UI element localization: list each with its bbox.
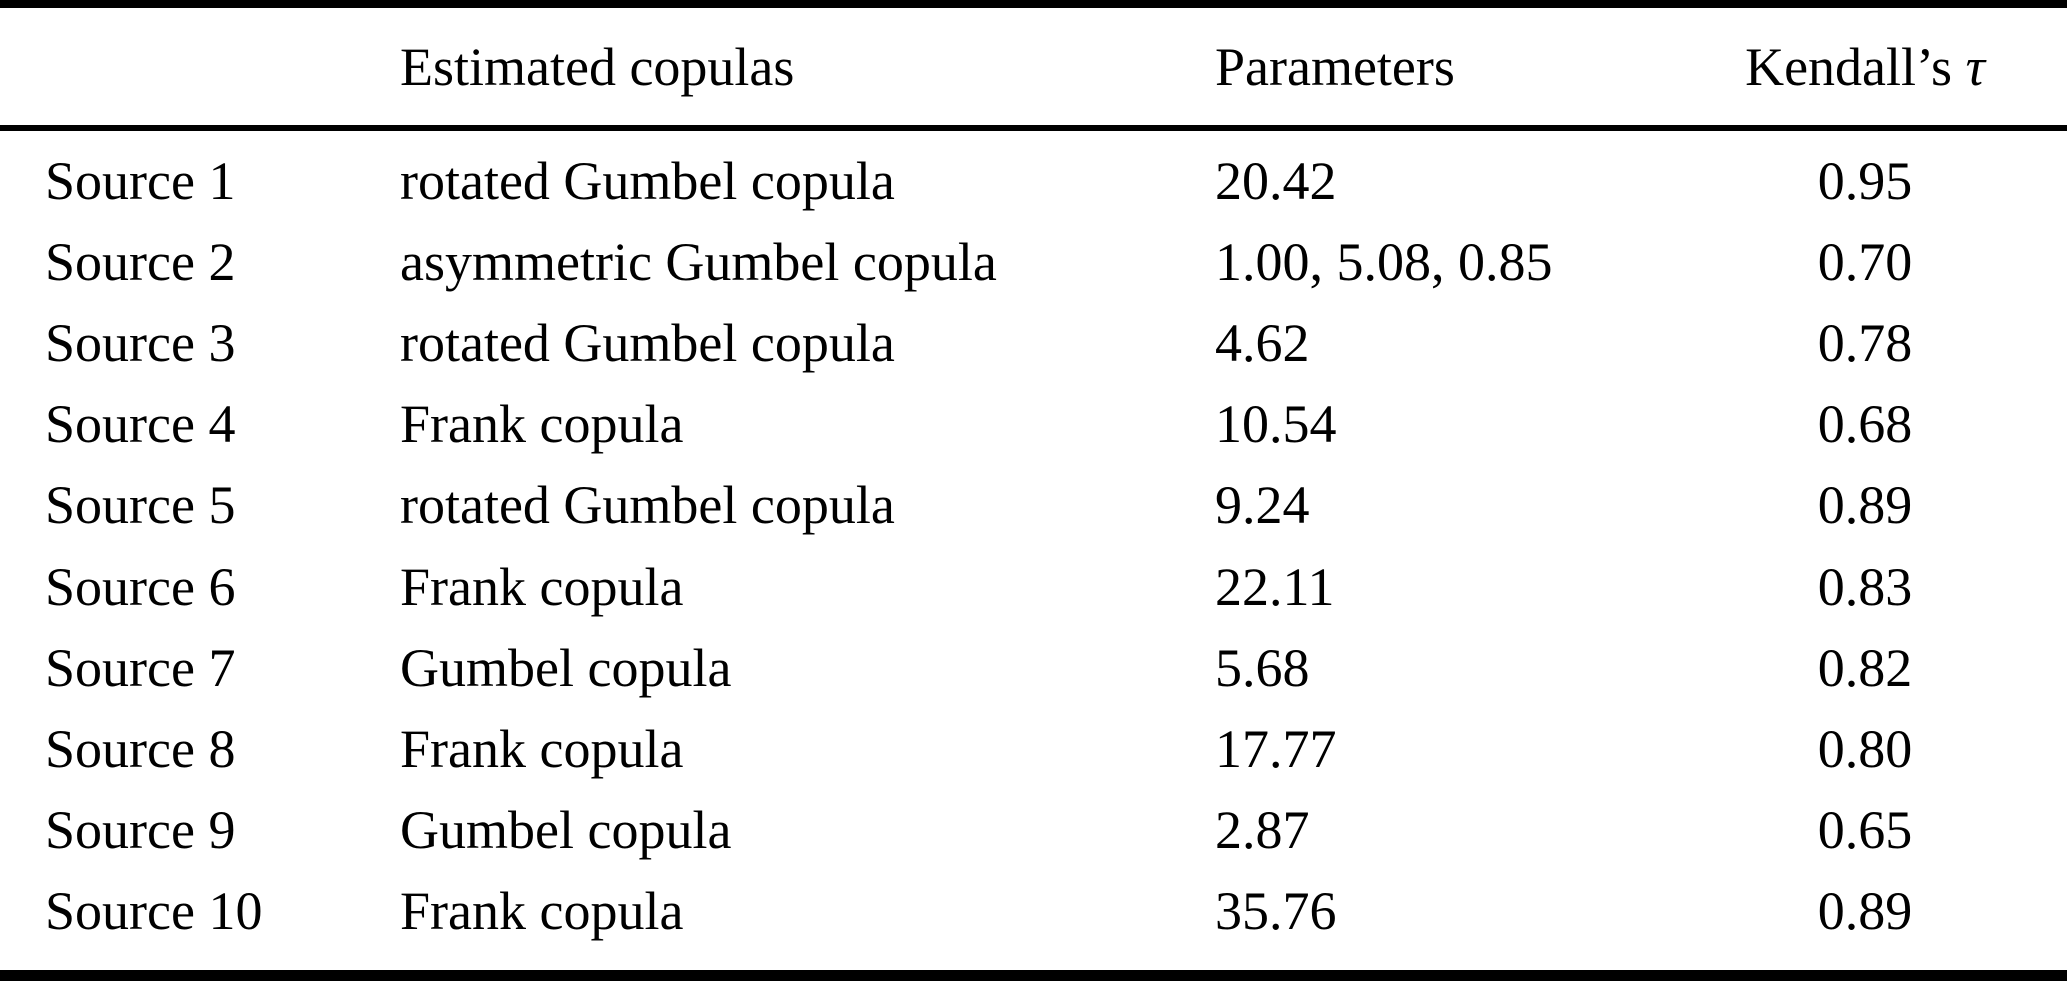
kendalls-tau-value: 0.80 [1817,719,1913,780]
parameters-value: 9.24 [1215,475,1310,536]
parameters-value: 22.11 [1215,556,1335,617]
table-header-rule [0,125,2067,131]
table-row: Source 6 Frank copula 22.11 0.83 [0,546,2022,627]
parameters-value: 17.77 [1215,719,1337,780]
estimated-copula-value: Frank copula [400,556,684,617]
table-bottom-rule [0,970,2067,981]
parameters-value: 1.00, 5.08, 0.85 [1215,231,1553,292]
source-label: Source 7 [45,637,236,698]
parameters-value: 2.87 [1215,800,1310,861]
kendalls-tau-value: 0.95 [1817,150,1913,211]
parameters-value: 20.42 [1215,150,1337,211]
estimated-copula-value: Frank copula [400,719,684,780]
kendalls-tau-value: 0.68 [1817,394,1913,455]
parameters-value: 5.68 [1215,637,1310,698]
kendalls-tau-value: 0.78 [1817,313,1913,373]
kendalls-tau-value: 0.83 [1817,556,1913,617]
estimated-copula-value: Gumbel copula [400,637,732,698]
kendalls-tau-value: 0.70 [1817,231,1913,292]
estimated-copula-value: Frank copula [400,881,684,942]
parameters-value: 10.54 [1215,394,1337,455]
source-label: Source 3 [45,313,236,373]
table-row: Source 9 Gumbel copula 2.87 0.65 [0,790,2022,871]
header-kendalls-tau: Kendall’s τ [1663,40,2067,94]
estimated-copula-value: rotated Gumbel copula [400,150,895,211]
source-label: Source 8 [45,719,236,780]
tau-greek-symbol: τ [1965,36,1985,97]
parameters-value: 35.76 [1215,881,1337,942]
table-row: Source 1 rotated Gumbel copula 20.42 0.9… [0,140,2022,221]
source-label: Source 10 [45,881,263,942]
estimated-copula-value: rotated Gumbel copula [400,475,895,536]
table-top-rule [0,0,2067,8]
table-row: Source 2 asymmetric Gumbel copula 1.00, … [0,221,2022,302]
source-label: Source 9 [45,800,236,861]
source-label: Source 4 [45,394,236,455]
table-body: Source 1 rotated Gumbel copula 20.42 0.9… [0,140,2022,952]
parameters-value: 4.62 [1215,313,1310,373]
kendalls-tau-value: 0.89 [1817,881,1913,942]
table-row: Source 7 Gumbel copula 5.68 0.82 [0,627,2022,708]
estimated-copula-value: Gumbel copula [400,800,732,861]
estimated-copula-value: asymmetric Gumbel copula [400,231,997,292]
table-row: Source 3 rotated Gumbel copula 4.62 0.78 [0,302,2022,383]
source-label: Source 1 [45,150,236,211]
kendalls-tau-value: 0.82 [1817,637,1913,698]
table-row: Source 10 Frank copula 35.76 0.89 [0,871,2022,952]
header-parameters: Parameters [1215,36,1455,97]
table-header-row: Estimated copulas Parameters Kendall’s τ [0,8,2067,125]
table-row: Source 4 Frank copula 10.54 0.68 [0,384,2022,465]
header-kendall-prefix: Kendall’s [1745,36,1953,97]
source-label: Source 5 [45,475,236,536]
table-row: Source 5 rotated Gumbel copula 9.24 0.89 [0,465,2022,546]
header-estimated-copulas: Estimated copulas [400,36,795,97]
table-row: Source 8 Frank copula 17.77 0.80 [0,708,2022,789]
kendalls-tau-value: 0.89 [1817,475,1913,536]
kendalls-tau-value: 0.65 [1817,800,1913,861]
source-label: Source 2 [45,231,236,292]
estimated-copula-value: Frank copula [400,394,684,455]
estimated-copula-value: rotated Gumbel copula [400,313,895,373]
source-label: Source 6 [45,556,236,617]
